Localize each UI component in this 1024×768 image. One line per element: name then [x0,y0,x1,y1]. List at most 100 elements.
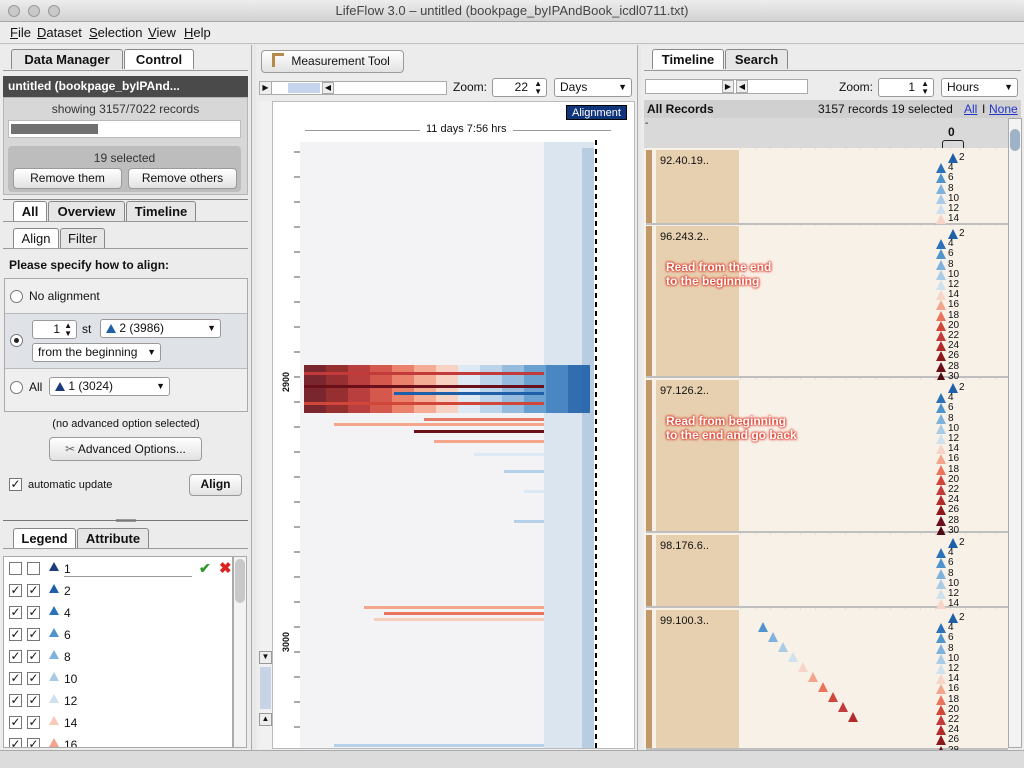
event-marker[interactable] [798,662,808,672]
event-marker[interactable] [948,538,958,548]
event-marker[interactable] [936,495,946,506]
right-vscrollbar[interactable] [1008,118,1022,748]
event-marker[interactable] [768,632,778,642]
event-marker[interactable] [936,548,946,559]
event-marker[interactable] [936,173,946,184]
legend-row[interactable]: ✓ ✓ 12 [9,691,232,711]
align-button[interactable]: Align [189,474,242,496]
tab-control[interactable]: Control [124,49,194,69]
event-marker[interactable] [936,341,946,352]
right-unit-select[interactable]: Hours ▼ [941,78,1018,97]
record-row[interactable]: 96.243.2.. 2 4 6 8 10 12 14 16 18 20 22 24 26 28 30 Read… [646,226,1008,382]
event-marker[interactable] [936,361,946,372]
splitter-handle[interactable] [116,519,136,522]
legend-show-checkbox[interactable]: ✓ [9,738,22,747]
advanced-options-button[interactable]: ✂ Advanced Options... [49,437,202,461]
legend-show-checkbox[interactable]: ✓ [9,649,22,663]
close-window-button[interactable] [8,5,20,17]
event-marker[interactable] [936,163,946,174]
event-marker[interactable] [758,622,768,632]
event-marker[interactable] [936,183,946,194]
select-none-link[interactable]: None [989,102,1018,116]
tab-data-manager[interactable]: Data Manager [11,49,123,69]
auto-update-checkbox[interactable]: ✓ [9,477,22,491]
all-event-select[interactable]: 1 (3024) ▼ [49,377,170,396]
tab-timeline-left[interactable]: Timeline [126,201,196,221]
legend-include-checkbox[interactable]: ✓ [27,583,40,597]
tab-search[interactable]: Search [725,49,788,69]
legend-row[interactable]: ✓ ✓ 14 [9,713,232,733]
event-marker[interactable] [936,485,946,495]
right-zoom-stepper[interactable]: 1 ▲ ▼ [878,78,934,97]
menu-selection[interactable]: Selection [89,25,143,40]
minimize-window-button[interactable] [28,5,40,17]
collapse-toggle[interactable]: - [645,118,649,129]
event-marker[interactable] [936,320,946,331]
legend-show-checkbox[interactable]: ✓ [9,693,22,707]
event-marker[interactable] [936,568,946,579]
event-marker[interactable] [936,674,946,685]
event-marker[interactable] [936,474,946,485]
event-marker[interactable] [936,280,946,290]
lifeflow-chart[interactable] [274,140,634,748]
legend-row[interactable]: ✓ ✓ 2 [9,581,232,601]
legend-include-checkbox[interactable]: ✓ [27,715,40,729]
legend-include-checkbox[interactable]: ✓ [27,671,40,685]
legend-include-checkbox[interactable] [27,562,40,575]
center-vscrollbar[interactable]: ▼ ▲ [259,101,273,749]
event-marker[interactable] [936,599,946,610]
event-marker[interactable] [936,505,946,516]
select-all-link[interactable]: All [964,102,978,116]
tab-legend[interactable]: Legend [13,528,76,548]
nth-event-radio[interactable] [10,334,23,347]
direction-select[interactable]: from the beginning ▼ [32,343,161,362]
event-marker[interactable] [788,652,798,662]
event-marker[interactable] [936,434,946,444]
menu-dataset[interactable]: Dataset [37,25,82,40]
measurement-tool-button[interactable]: Measurement Tool [261,50,404,73]
event-marker[interactable] [936,633,946,644]
event-marker[interactable] [936,578,946,589]
event-marker[interactable] [936,300,946,311]
legend-row[interactable]: ✓ ✓ 8 [9,647,232,667]
legend-row[interactable]: 1 ✔ ✖ [9,559,232,579]
event-marker[interactable] [936,331,946,341]
no-alignment-radio[interactable] [10,290,23,303]
event-select[interactable]: 2 (3986) ▼ [100,319,221,338]
legend-show-checkbox[interactable]: ✓ [9,605,22,619]
event-marker[interactable] [936,715,946,725]
legend-show-checkbox[interactable]: ✓ [9,627,22,641]
event-marker[interactable] [936,249,946,260]
event-marker[interactable] [838,702,848,712]
event-marker[interactable] [936,193,946,204]
stepper-arrows-icon[interactable]: ▲ ▼ [921,79,929,96]
cancel-rename-icon[interactable]: ✖ [219,560,232,577]
record-row[interactable]: 92.40.19.. 2 4 6 8 10 12 14 [646,150,1008,225]
event-marker[interactable] [936,454,946,465]
remove-them-button[interactable]: Remove them [13,168,122,189]
event-marker[interactable] [936,464,946,475]
event-marker[interactable] [828,692,838,702]
event-marker[interactable] [936,684,946,695]
right-hscrollbar[interactable]: ▶ ◀ [645,79,808,94]
event-marker[interactable] [936,589,946,599]
legend-include-checkbox[interactable]: ✓ [27,649,40,663]
event-marker[interactable] [948,613,958,623]
legend-show-checkbox[interactable]: ✓ [9,583,22,597]
legend-row[interactable]: ✓ ✓ 6 [9,625,232,645]
event-marker[interactable] [948,229,958,239]
event-marker[interactable] [936,623,946,634]
event-marker[interactable] [936,351,946,362]
event-marker[interactable] [948,383,958,393]
event-marker[interactable] [936,371,946,382]
legend-show-checkbox[interactable]: ✓ [9,671,22,685]
event-marker[interactable] [936,558,946,569]
tab-all[interactable]: All [13,201,47,221]
event-marker[interactable] [848,712,858,722]
zoom-window-button[interactable] [48,5,60,17]
legend-include-checkbox[interactable]: ✓ [27,605,40,619]
event-marker[interactable] [936,413,946,424]
event-marker[interactable] [936,214,946,225]
stepper-arrows-icon[interactable]: ▲ ▼ [64,321,72,338]
confirm-rename-icon[interactable]: ✔ [199,560,211,576]
